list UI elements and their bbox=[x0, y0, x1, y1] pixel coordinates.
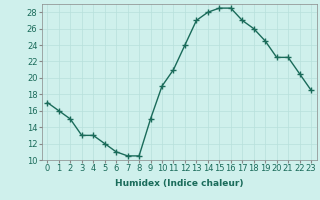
X-axis label: Humidex (Indice chaleur): Humidex (Indice chaleur) bbox=[115, 179, 244, 188]
